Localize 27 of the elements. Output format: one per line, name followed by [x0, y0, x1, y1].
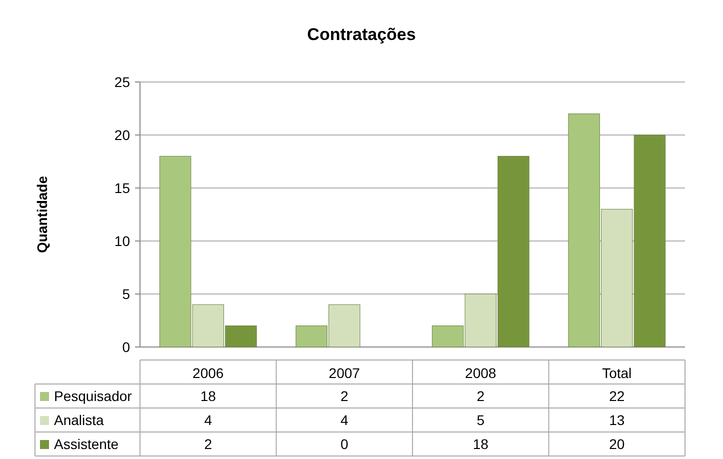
- y-tick-label: 25: [114, 74, 130, 90]
- x-tick-label: Total: [602, 365, 632, 381]
- legend-label: Analista: [54, 412, 104, 428]
- data-label: 18: [472, 436, 489, 452]
- data-label: 2: [204, 436, 212, 452]
- y-axis-title: Quantidade: [34, 176, 50, 254]
- data-label: 0: [340, 436, 348, 452]
- x-tick-label: 2006: [192, 365, 224, 381]
- data-label: 2: [476, 388, 485, 404]
- data-label: 2: [340, 388, 348, 404]
- legend-label: Pesquisador: [54, 388, 132, 404]
- data-label: 22: [609, 388, 625, 404]
- data-label: 13: [609, 412, 625, 428]
- y-tick-label: 15: [114, 180, 130, 196]
- x-tick-label: 2007: [328, 365, 360, 381]
- data-label: 5: [476, 412, 485, 428]
- data-label: 4: [204, 412, 212, 428]
- data-label: 4: [340, 412, 348, 428]
- legend-label: Assistente: [54, 436, 119, 452]
- x-tick-label: 2008: [465, 365, 496, 381]
- y-tick-label: 5: [122, 286, 130, 302]
- data-label: 18: [200, 388, 216, 404]
- data-label: 20: [609, 436, 625, 452]
- y-tick-label: 20: [114, 127, 130, 143]
- chart-title: Contratações: [307, 25, 416, 44]
- y-tick-label: 0: [122, 339, 130, 355]
- y-tick-label: 10: [114, 233, 130, 249]
